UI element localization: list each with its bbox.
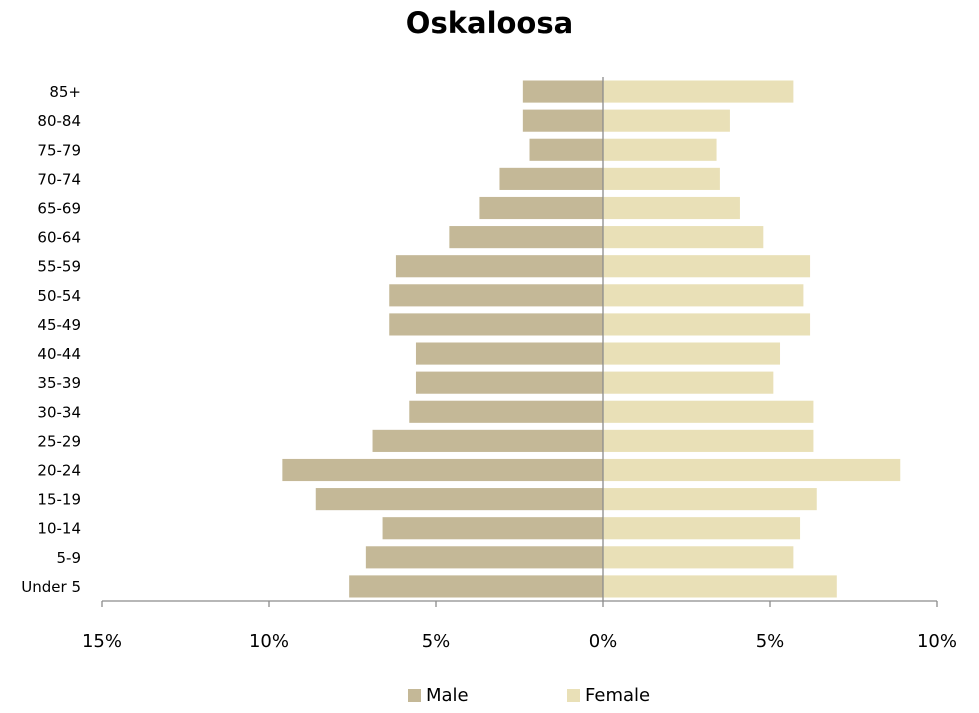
category-label: 70-74 xyxy=(37,170,81,188)
legend-swatch xyxy=(567,689,580,702)
chart-legend: Male Female xyxy=(0,685,979,711)
bar-male-6 xyxy=(395,255,603,278)
x-tick-label: 5% xyxy=(422,631,451,652)
legend-label: Male xyxy=(426,685,469,706)
legend-item-female: Female xyxy=(567,685,650,706)
category-label: 35-39 xyxy=(37,374,81,392)
x-tick-label: 10% xyxy=(917,631,957,652)
category-label: 80-84 xyxy=(37,112,81,130)
bar-male-13 xyxy=(282,458,603,482)
category-label: 20-24 xyxy=(37,462,81,480)
bar-male-3 xyxy=(499,167,603,190)
x-tick-label: 10% xyxy=(249,631,289,652)
bar-male-14 xyxy=(315,488,603,511)
bar-female-12 xyxy=(603,429,814,452)
category-label: 25-29 xyxy=(37,432,81,450)
category-label: 5-9 xyxy=(57,549,82,567)
legend-item-male: Male xyxy=(408,685,469,706)
category-label: 50-54 xyxy=(37,287,81,305)
category-label: 60-64 xyxy=(37,229,81,247)
bar-female-15 xyxy=(603,517,801,540)
category-label: 65-69 xyxy=(37,200,81,218)
bar-female-3 xyxy=(603,167,720,190)
bar-female-8 xyxy=(603,313,811,336)
category-label: 55-59 xyxy=(37,258,81,276)
bar-female-14 xyxy=(603,488,817,511)
bar-female-9 xyxy=(603,342,781,365)
bar-male-2 xyxy=(529,138,603,161)
bar-female-2 xyxy=(603,138,717,161)
bar-female-10 xyxy=(603,371,774,394)
chart-title: Oskaloosa xyxy=(405,6,574,40)
bar-male-16 xyxy=(365,546,603,569)
bar-female-17 xyxy=(603,575,837,598)
category-label: 30-34 xyxy=(37,403,81,421)
category-label: 10-14 xyxy=(37,520,81,538)
bar-female-11 xyxy=(603,400,814,423)
bar-male-4 xyxy=(479,196,603,220)
x-tick-label: 5% xyxy=(756,631,785,652)
legend-swatch xyxy=(408,689,421,702)
bar-male-7 xyxy=(389,284,603,307)
category-label: Under 5 xyxy=(21,578,81,596)
category-label: 85+ xyxy=(49,83,81,101)
bar-female-13 xyxy=(603,458,901,482)
bar-male-9 xyxy=(415,342,603,365)
category-label: 40-44 xyxy=(37,345,81,363)
bar-female-0 xyxy=(603,80,794,103)
bar-male-15 xyxy=(382,517,603,540)
bar-female-4 xyxy=(603,196,740,220)
bar-male-17 xyxy=(349,575,603,598)
bar-male-5 xyxy=(449,226,603,249)
bar-male-0 xyxy=(522,80,603,103)
bar-female-6 xyxy=(603,255,811,278)
bar-male-8 xyxy=(389,313,603,336)
bar-male-12 xyxy=(372,429,603,452)
bar-female-1 xyxy=(603,109,730,132)
category-label: 15-19 xyxy=(37,491,81,509)
x-tick-label: 15% xyxy=(82,631,122,652)
bar-male-11 xyxy=(409,400,603,423)
bar-female-5 xyxy=(603,226,764,249)
category-label: 45-49 xyxy=(37,316,81,334)
x-tick-label: 0% xyxy=(589,631,618,652)
bar-male-10 xyxy=(415,371,603,394)
legend-label: Female xyxy=(585,685,651,706)
category-label: 75-79 xyxy=(37,141,81,159)
bar-female-16 xyxy=(603,546,794,569)
bar-male-1 xyxy=(522,109,603,132)
bar-female-7 xyxy=(603,284,804,307)
